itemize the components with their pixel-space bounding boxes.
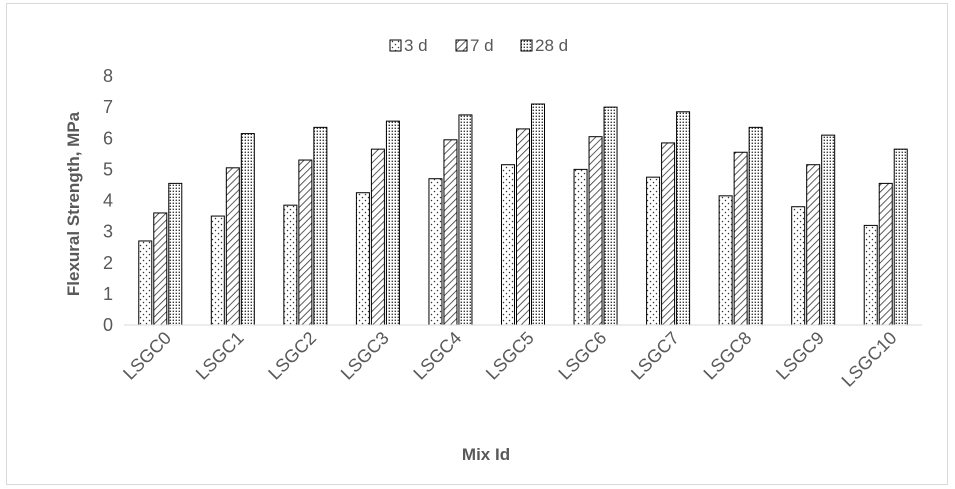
bar-lsgc1-7d	[226, 168, 239, 325]
legend-swatch	[390, 40, 401, 51]
x-tick-label: LSGC0	[119, 328, 175, 384]
y-tick-label: 8	[103, 66, 113, 86]
bar-lsgc7-7d	[662, 143, 675, 325]
bar-lsgc2-3d	[284, 205, 297, 325]
bar-lsgc8-7d	[734, 152, 747, 325]
bar-lsgc5-7d	[517, 129, 530, 325]
x-axis: LSGC0 LSGC1 LSGC2 LSGC3 LSGC4 LSGC5 LSGC6 LSGC7…	[119, 325, 922, 391]
y-tick-label: 7	[103, 97, 113, 117]
bar-lsgc6-3d	[574, 169, 587, 325]
legend-label: 7 d	[470, 36, 494, 55]
bar-lsgc4-3d	[429, 179, 442, 325]
x-tick-label: LSGC3	[337, 328, 393, 384]
y-tick-label: 2	[103, 253, 113, 273]
legend-label: 3 d	[404, 36, 428, 55]
bar-lsgc8-3d	[719, 196, 732, 325]
bar-lsgc7-28d	[677, 112, 690, 325]
x-tick-label: LSGC9	[772, 328, 828, 384]
y-tick-label: 5	[103, 159, 113, 179]
y-tick-label: 4	[103, 191, 113, 211]
x-axis-title: Mix Id	[462, 445, 510, 464]
legend-swatch	[521, 40, 532, 51]
bar-lsgc9-7d	[807, 165, 820, 325]
bar-lsgc4-28d	[459, 115, 472, 325]
bar-lsgc10-7d	[879, 183, 892, 325]
bar-lsgc3-28d	[386, 121, 399, 325]
bar-lsgc5-28d	[532, 104, 545, 325]
bar-lsgc3-3d	[356, 193, 369, 325]
bar-lsgc8-28d	[749, 127, 762, 325]
bars	[139, 104, 907, 325]
bar-lsgc2-7d	[299, 160, 312, 325]
x-tick-label: LSGC5	[482, 328, 538, 384]
legend-label: 28 d	[535, 36, 568, 55]
bar-lsgc1-28d	[241, 134, 254, 325]
x-tick-label: LSGC7	[627, 328, 683, 384]
bar-lsgc9-3d	[792, 207, 805, 325]
legend: 3 d 7 d 28 d	[390, 36, 568, 55]
y-axis-title: Flexural Strength, MPa	[64, 111, 83, 296]
bar-lsgc7-3d	[647, 177, 660, 325]
y-tick-label: 6	[103, 128, 113, 148]
x-tick-label: LSGC4	[409, 328, 465, 384]
bar-lsgc2-28d	[314, 127, 327, 325]
x-tick-label: LSGC6	[554, 328, 610, 384]
x-tick-label: LSGC2	[264, 328, 320, 384]
x-tick-label: LSGC8	[700, 328, 756, 384]
bar-lsgc10-28d	[894, 149, 907, 325]
bar-lsgc4-7d	[444, 140, 457, 325]
x-tick-label: LSGC1	[192, 328, 248, 384]
x-tick-label: LSGC10	[838, 328, 901, 391]
y-tick-label: 0	[103, 315, 113, 335]
bar-lsgc3-7d	[371, 149, 384, 325]
y-tick-label: 1	[103, 284, 113, 304]
y-axis: 0 1 2 3 4 5 6 7 8	[103, 66, 113, 335]
bar-lsgc0-28d	[169, 183, 182, 325]
bar-lsgc0-3d	[139, 241, 152, 325]
bar-lsgc9-28d	[822, 135, 835, 325]
bar-lsgc6-28d	[604, 107, 617, 325]
bar-lsgc10-3d	[864, 225, 877, 325]
legend-swatch	[456, 40, 467, 51]
bar-lsgc6-7d	[589, 137, 602, 325]
y-tick-label: 3	[103, 222, 113, 242]
bar-lsgc0-7d	[154, 213, 167, 325]
bar-lsgc5-3d	[502, 165, 515, 325]
bar-lsgc1-3d	[211, 216, 224, 325]
